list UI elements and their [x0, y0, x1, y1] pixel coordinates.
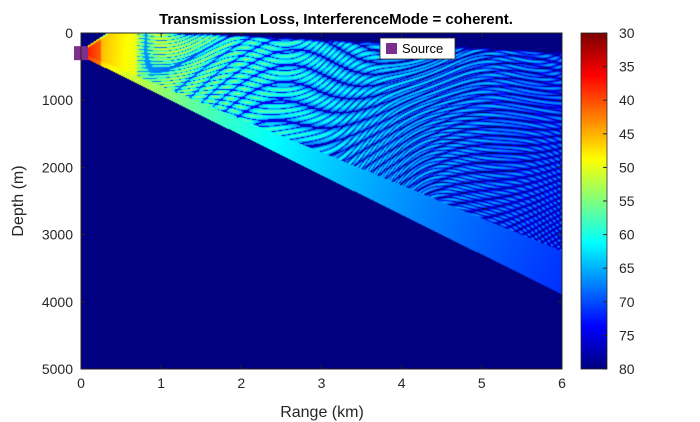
colorbar-tick-label: 45 — [619, 126, 635, 142]
colorbar-tick-label: 60 — [619, 227, 635, 243]
x-tick-label: 3 — [318, 375, 326, 391]
x-tick-label: 4 — [398, 375, 406, 391]
x-tick-label: 2 — [237, 375, 245, 391]
x-axis-label: Range (km) — [280, 404, 364, 421]
x-axis-ticks: 0 1 2 3 4 5 6 — [77, 33, 566, 391]
colorbar: 30 35 40 45 50 55 60 65 70 75 80 — [580, 25, 635, 377]
colorbar-tick-label: 30 — [619, 25, 635, 41]
x-tick-label: 6 — [558, 375, 566, 391]
legend-source-swatch — [386, 43, 397, 54]
y-tick-label: 5000 — [42, 361, 73, 377]
y-tick-label: 4000 — [42, 294, 73, 310]
y-tick-label: 2000 — [42, 159, 73, 175]
y-tick-label: 0 — [65, 25, 73, 41]
plot-area — [74, 32, 563, 370]
x-tick-label: 5 — [478, 375, 486, 391]
colorbar-ticks: 30 35 40 45 50 55 60 65 70 75 80 — [603, 25, 635, 377]
transmission-loss-heatmap — [81, 33, 562, 369]
colorbar-tick-label: 65 — [619, 260, 635, 276]
y-axis-label: Depth (m) — [10, 165, 27, 236]
legend-box — [379, 37, 456, 60]
colorbar-tick-label: 70 — [619, 294, 635, 310]
colorbar-tick-label: 55 — [619, 193, 635, 209]
legend: Source — [379, 37, 456, 60]
colorbar-tick-label: 75 — [619, 327, 635, 343]
legend-source-label: Source — [402, 41, 443, 56]
y-tick-label: 3000 — [42, 227, 73, 243]
colorbar-tick-label: 35 — [619, 59, 635, 75]
chart-title: Transmission Loss, InterferenceMode = co… — [159, 11, 513, 28]
colorbar-tick-label: 80 — [619, 361, 635, 377]
colorbar-tick-label: 40 — [619, 92, 635, 108]
colorbar-tick-label: 50 — [619, 159, 635, 175]
colorbar-gradient — [581, 33, 607, 369]
x-tick-label: 1 — [157, 375, 165, 391]
y-axis-ticks: 0 1000 2000 3000 4000 5000 — [42, 25, 562, 377]
y-tick-label: 1000 — [42, 92, 73, 108]
x-tick-label: 0 — [77, 375, 85, 391]
